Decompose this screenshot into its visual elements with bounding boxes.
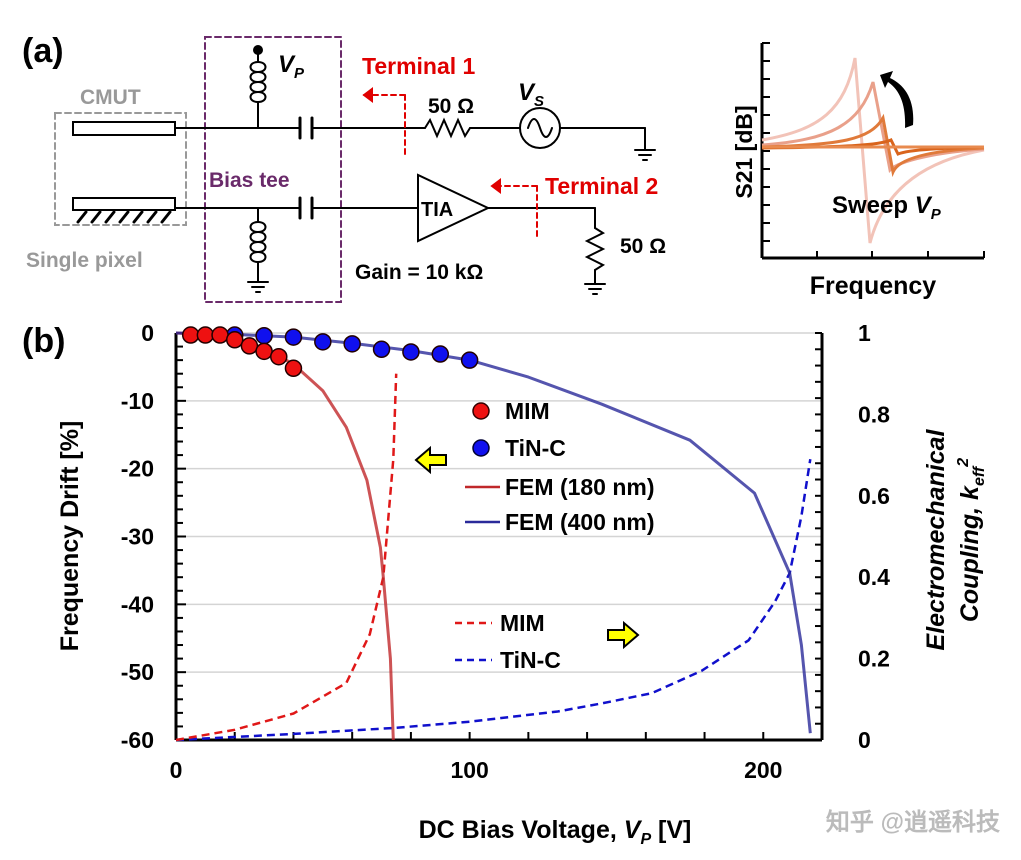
cmut-bottom-electrode bbox=[72, 197, 176, 211]
bottom-wires bbox=[174, 173, 606, 295]
x-tick-label: 0 bbox=[170, 757, 183, 783]
legend-dash-label-mim: MIM bbox=[500, 610, 545, 636]
data-point-tin-c-markers bbox=[314, 333, 332, 351]
data-point-tin-c-markers bbox=[431, 345, 450, 363]
y2-tick-label: 0.2 bbox=[858, 646, 890, 672]
vs-label: VS bbox=[518, 79, 544, 110]
inset-curves bbox=[761, 57, 985, 244]
cmut-box bbox=[54, 112, 187, 226]
bias-inductor-bottom bbox=[249, 221, 267, 263]
panel-b-label: (b) bbox=[22, 322, 65, 360]
panel-a-label: (a) bbox=[22, 32, 64, 70]
cmut-top-electrode bbox=[72, 121, 176, 136]
data-point-tin-c-markers bbox=[284, 328, 303, 346]
legend-dash-label-tinc: TiN-C bbox=[500, 647, 561, 673]
legend-marker-tinc bbox=[472, 439, 490, 457]
substrate-hatch bbox=[76, 210, 172, 224]
y-tick-label: 0 bbox=[141, 320, 154, 346]
legend-label-mim: MIM bbox=[505, 398, 550, 424]
inset-s21-curve-1 bbox=[761, 81, 985, 174]
legend: MIM TiN-C FEM (180 nm) FEM (400 nm) MIM … bbox=[414, 398, 655, 673]
terminal-1-marker bbox=[361, 87, 406, 156]
cmut-label: CMUT bbox=[80, 86, 141, 109]
y-tick-label: -40 bbox=[121, 591, 154, 617]
bias-inductor-top bbox=[249, 61, 267, 104]
data-point-tin-c-markers bbox=[343, 335, 361, 353]
y-tick-label: -30 bbox=[121, 524, 154, 550]
legend-label-fem-180: FEM (180 nm) bbox=[505, 474, 655, 500]
chart-axes: 0 -10 -20 -30 -40 -50 -60 0 0.2 0.4 0.6 0.8 1 0 100 200 bbox=[121, 320, 890, 783]
voltage-source-icon bbox=[519, 107, 561, 149]
y2-axis-title-line1: Electromechanical bbox=[922, 428, 950, 650]
terminal-1-label: Terminal 1 bbox=[362, 53, 476, 79]
r1-label: 50 Ω bbox=[428, 95, 474, 118]
y2-axis-title-line2: Coupling, keff2 bbox=[955, 458, 988, 622]
y-tick-label: -20 bbox=[121, 456, 154, 482]
x-tick-label: 200 bbox=[744, 757, 782, 783]
s21-inset: S21 [dB] Frequency Sweep VP bbox=[731, 42, 985, 300]
legend-label-tinc: TiN-C bbox=[505, 435, 566, 461]
y2-tick-label: 0.4 bbox=[858, 564, 890, 590]
bias-tee-box bbox=[204, 36, 342, 303]
x-tick-label: 100 bbox=[450, 757, 488, 783]
data-point-tin-c-markers bbox=[402, 343, 420, 361]
series-line-fem-400-nm-line bbox=[175, 331, 812, 734]
circuit-diagram: (a) CMUT Single pixel Bias tee VP 50 Ω bbox=[22, 32, 666, 303]
y2-tick-label: 0 bbox=[858, 727, 871, 753]
top-wires bbox=[174, 51, 656, 161]
inset-xlabel: Frequency bbox=[810, 272, 937, 300]
y2-tick-label: 0.8 bbox=[858, 401, 890, 427]
tia-amplifier bbox=[417, 173, 491, 243]
data-point-mim-markers bbox=[211, 326, 229, 344]
x-axis-title: DC Bias Voltage, VP [V] bbox=[419, 816, 692, 848]
inset-ticks bbox=[762, 42, 985, 258]
inset-annotation: Sweep VP bbox=[832, 192, 942, 223]
inset-s21-curve-2 bbox=[761, 113, 985, 178]
right-axis-arrow-icon bbox=[607, 620, 640, 650]
chart-series bbox=[175, 326, 812, 742]
curved-arrow-icon bbox=[880, 71, 914, 128]
data-point-mim-markers bbox=[255, 342, 273, 361]
y-tick-label: -60 bbox=[121, 727, 154, 753]
data-point-mim-markers bbox=[225, 331, 244, 349]
data-point-tin-c-markers bbox=[255, 326, 273, 345]
terminal-2-label: Terminal 2 bbox=[545, 173, 658, 199]
data-point-tin-c-markers bbox=[372, 340, 391, 359]
series-line-tin-c-dashed bbox=[175, 459, 812, 742]
left-axis-arrow-icon bbox=[414, 445, 447, 475]
r2-label: 50 Ω bbox=[620, 235, 666, 258]
data-point-mim-markers bbox=[284, 359, 303, 378]
data-point-tin-c-markers bbox=[460, 351, 479, 369]
data-point-mim-markers bbox=[181, 326, 200, 344]
inset-ylabel: S21 [dB] bbox=[731, 105, 757, 198]
y-tick-label: -50 bbox=[121, 659, 154, 685]
y-axis-title: Frequency Drift [%] bbox=[56, 421, 84, 652]
series-line-mim-dashed bbox=[175, 373, 398, 742]
single-pixel-label: Single pixel bbox=[26, 249, 143, 272]
vp-terminal-dot bbox=[253, 45, 263, 55]
legend-marker-mim bbox=[472, 402, 490, 420]
legend-label-fem-400: FEM (400 nm) bbox=[505, 509, 655, 535]
data-point-mim-markers bbox=[240, 337, 259, 355]
bias-tee-label: Bias tee bbox=[209, 169, 290, 192]
data-point-mim-markers bbox=[196, 326, 215, 344]
tia-label: TIA bbox=[421, 199, 453, 221]
gain-label: Gain = 10 kΩ bbox=[355, 261, 483, 284]
data-point-mim-markers bbox=[270, 347, 288, 366]
gridlines bbox=[176, 332, 822, 673]
terminal-2-marker bbox=[490, 178, 538, 237]
watermark: 知乎 @逍遥科技 bbox=[826, 809, 1001, 836]
inset-s21-curve-0 bbox=[761, 57, 985, 244]
y-tick-label: -10 bbox=[121, 388, 154, 414]
y2-tick-label: 1 bbox=[858, 320, 871, 346]
y2-tick-label: 0.6 bbox=[858, 483, 890, 509]
vp-label: VP bbox=[278, 51, 305, 82]
